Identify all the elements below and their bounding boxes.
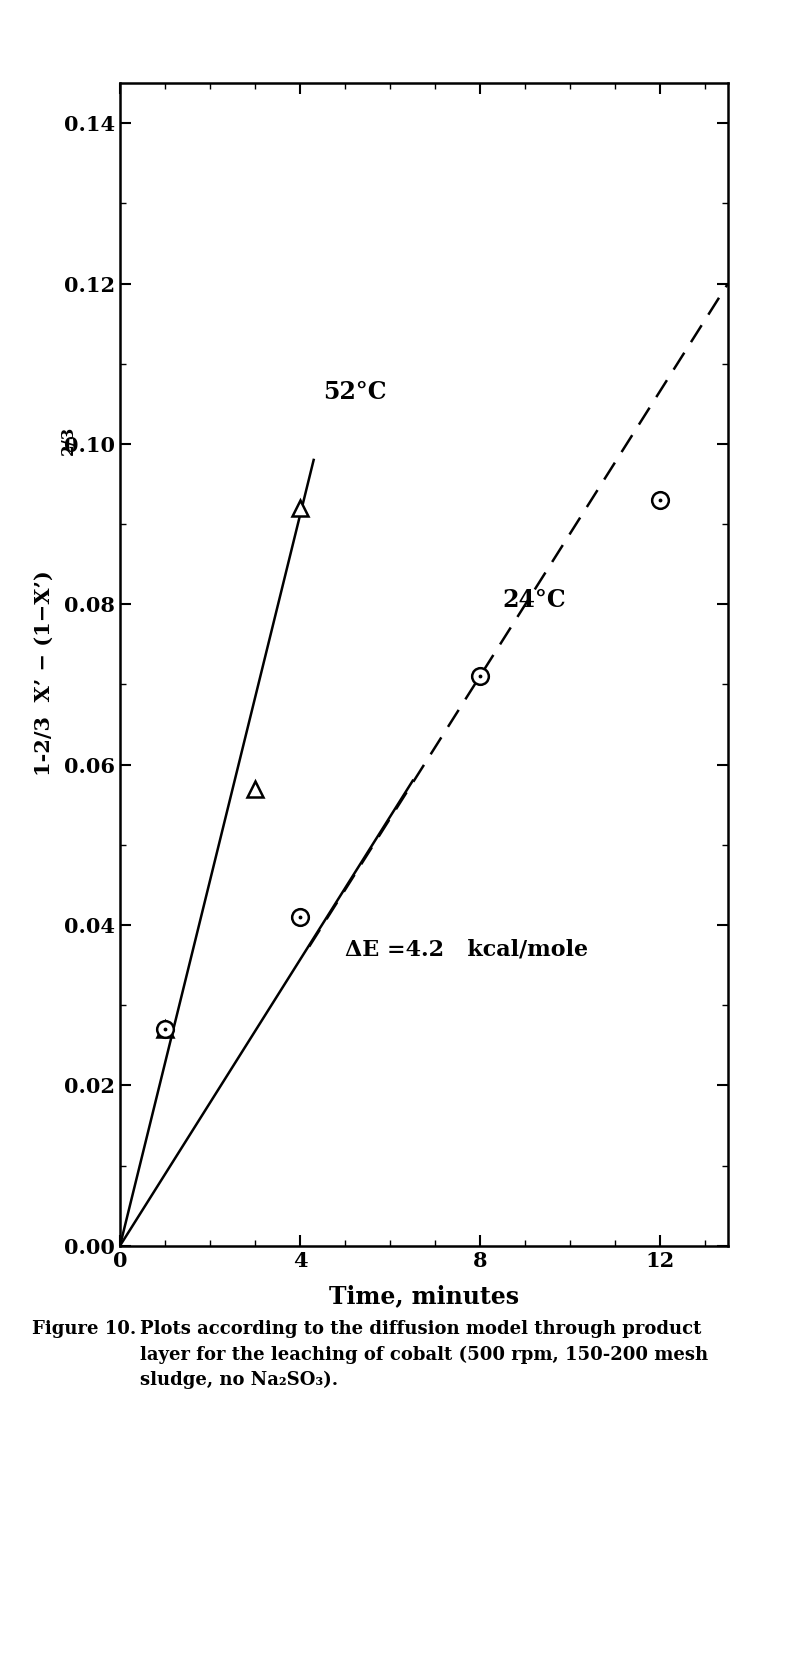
X-axis label: Time, minutes: Time, minutes — [329, 1284, 519, 1309]
Text: ΔE =4.2   kcal/mole: ΔE =4.2 kcal/mole — [345, 938, 588, 960]
Text: 1-2/3  X’ − (1−X’): 1-2/3 X’ − (1−X’) — [34, 570, 54, 776]
Text: 52°C: 52°C — [322, 380, 386, 404]
Text: 2/3: 2/3 — [59, 425, 77, 455]
Text: Figure 10.: Figure 10. — [32, 1320, 136, 1339]
Text: 24°C: 24°C — [503, 588, 566, 613]
Text: Plots according to the diffusion model through product
layer for the leaching of: Plots according to the diffusion model t… — [140, 1320, 708, 1389]
